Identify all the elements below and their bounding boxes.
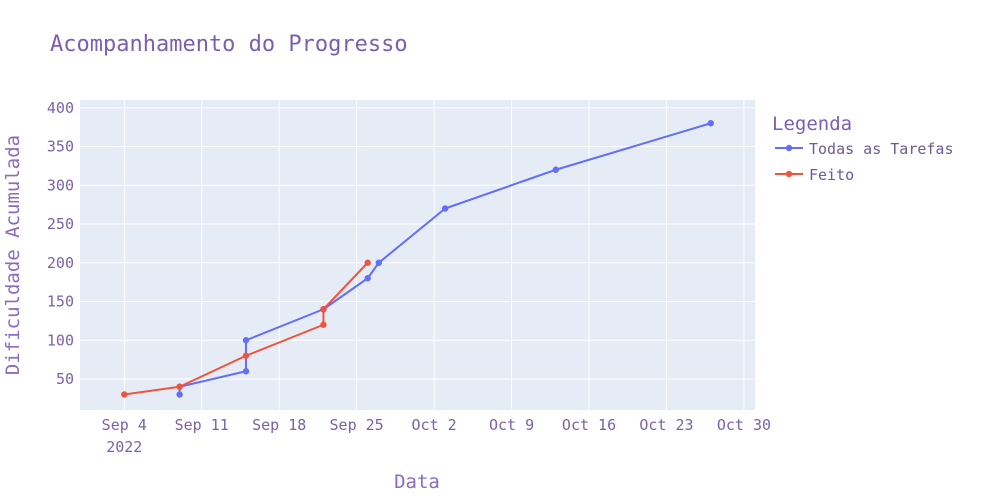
x-axis-ticks: Sep 4 Sep 11 Sep 18 Sep 25 Oct 2 Oct 9 Oct 16 O…	[102, 416, 771, 456]
data-point[interactable]	[242, 352, 250, 359]
legend-label: Todas as Tarefas	[809, 140, 954, 158]
y-tick-label: 250	[47, 215, 74, 233]
y-tick-label: 400	[47, 99, 74, 117]
data-point[interactable]	[121, 391, 128, 398]
data-point[interactable]	[176, 383, 183, 390]
x-tick-label: Oct 2	[412, 416, 457, 434]
legend[interactable]: Legenda Todas as Tarefas Feito	[772, 113, 954, 184]
x-tick-label: Sep 4	[102, 416, 147, 434]
data-point[interactable]	[552, 166, 560, 173]
series-line	[178, 122, 712, 395]
x-tick-year-label: 2022	[106, 438, 142, 456]
data-point[interactable]	[320, 306, 327, 313]
data-point[interactable]	[320, 321, 327, 328]
y-tick-label: 150	[47, 293, 74, 311]
x-tick-label: Oct 30	[717, 416, 771, 434]
grid-lines	[80, 100, 755, 410]
data-point[interactable]	[364, 259, 371, 266]
data-point[interactable]	[707, 120, 714, 127]
y-axis-title: Dificuldade Acumulada	[2, 135, 24, 375]
legend-item[interactable]: Feito	[775, 166, 854, 184]
legend-swatch-marker	[785, 170, 793, 178]
data-point[interactable]	[364, 275, 371, 282]
series-line	[124, 262, 369, 396]
x-tick-label: Sep 18	[252, 416, 306, 434]
x-tick-label: Oct 9	[489, 416, 534, 434]
data-point[interactable]	[375, 259, 382, 266]
chart-title: Acompanhamento do Progresso	[50, 32, 408, 57]
y-tick-label: 350	[47, 138, 74, 156]
x-tick-label: Oct 23	[639, 416, 693, 434]
y-tick-label: 100	[47, 331, 74, 349]
series-layer	[121, 120, 714, 398]
y-axis-ticks: 50 100 150 200 250 300 350 400	[47, 99, 74, 388]
x-tick-label: Sep 25	[330, 416, 384, 434]
plot-area	[80, 100, 755, 410]
x-tick-label: Oct 16	[562, 416, 616, 434]
legend-title: Legenda	[772, 113, 852, 135]
series-feito[interactable]	[121, 259, 371, 398]
legend-label: Feito	[809, 166, 854, 184]
legend-item[interactable]: Todas as Tarefas	[775, 140, 954, 158]
data-point[interactable]	[176, 391, 183, 398]
data-point[interactable]	[242, 368, 250, 375]
data-point[interactable]	[441, 205, 449, 212]
x-axis-title: Data	[394, 471, 440, 493]
y-tick-label: 200	[47, 254, 74, 272]
data-point[interactable]	[242, 337, 250, 344]
y-tick-label: 300	[47, 176, 74, 194]
y-tick-label: 50	[56, 370, 74, 388]
legend-swatch-marker	[785, 144, 793, 152]
x-tick-label: Sep 11	[175, 416, 229, 434]
